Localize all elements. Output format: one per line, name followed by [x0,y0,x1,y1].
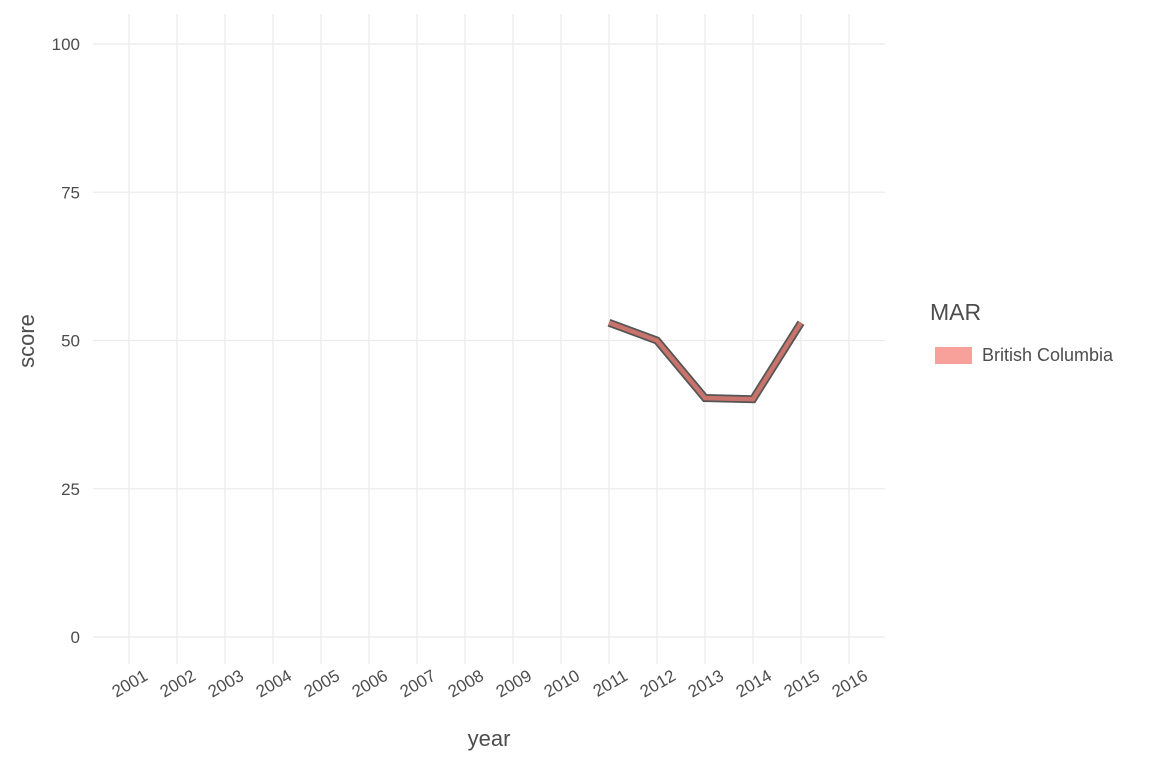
series-lines [607,318,805,404]
legend-label-british-columbia: British Columbia [982,345,1114,365]
y-axis-ticks: 0 25 50 75 100 [52,35,80,647]
x-tick-label-2014: 2014 [733,666,775,701]
legend: MAR British Columbia [930,299,1114,365]
x-tick-label-2006: 2006 [349,666,391,701]
y-tick-label-100: 100 [52,35,80,54]
y-tick-label-50: 50 [61,332,80,351]
legend-title: MAR [930,299,981,325]
x-tick-label-2001: 2001 [109,666,151,701]
x-tick-label-2009: 2009 [493,666,535,701]
x-tick-label-2003: 2003 [205,666,247,701]
x-axis-title: year [468,726,511,751]
x-tick-label-2005: 2005 [301,666,343,701]
x-tick-label-2002: 2002 [157,666,199,701]
x-tick-label-2015: 2015 [781,666,823,701]
x-tick-label-2010: 2010 [541,666,583,701]
x-tick-label-2011: 2011 [590,666,631,701]
x-tick-label-2013: 2013 [685,666,727,701]
grid-lines [93,14,885,664]
x-tick-label-2016: 2016 [829,666,871,701]
y-axis-title: score [14,314,39,368]
x-tick-label-2004: 2004 [253,666,295,701]
y-tick-label-25: 25 [61,480,80,499]
legend-swatch-british-columbia [935,347,972,364]
y-tick-label-75: 75 [61,183,80,202]
x-tick-label-2012: 2012 [637,666,679,701]
y-tick-label-0: 0 [71,628,80,647]
x-tick-label-2008: 2008 [445,666,487,701]
x-axis-ticks: 2001 2002 2003 2004 2005 2006 2007 2008 2009 2010… [109,666,871,701]
x-tick-label-2007: 2007 [397,666,439,701]
